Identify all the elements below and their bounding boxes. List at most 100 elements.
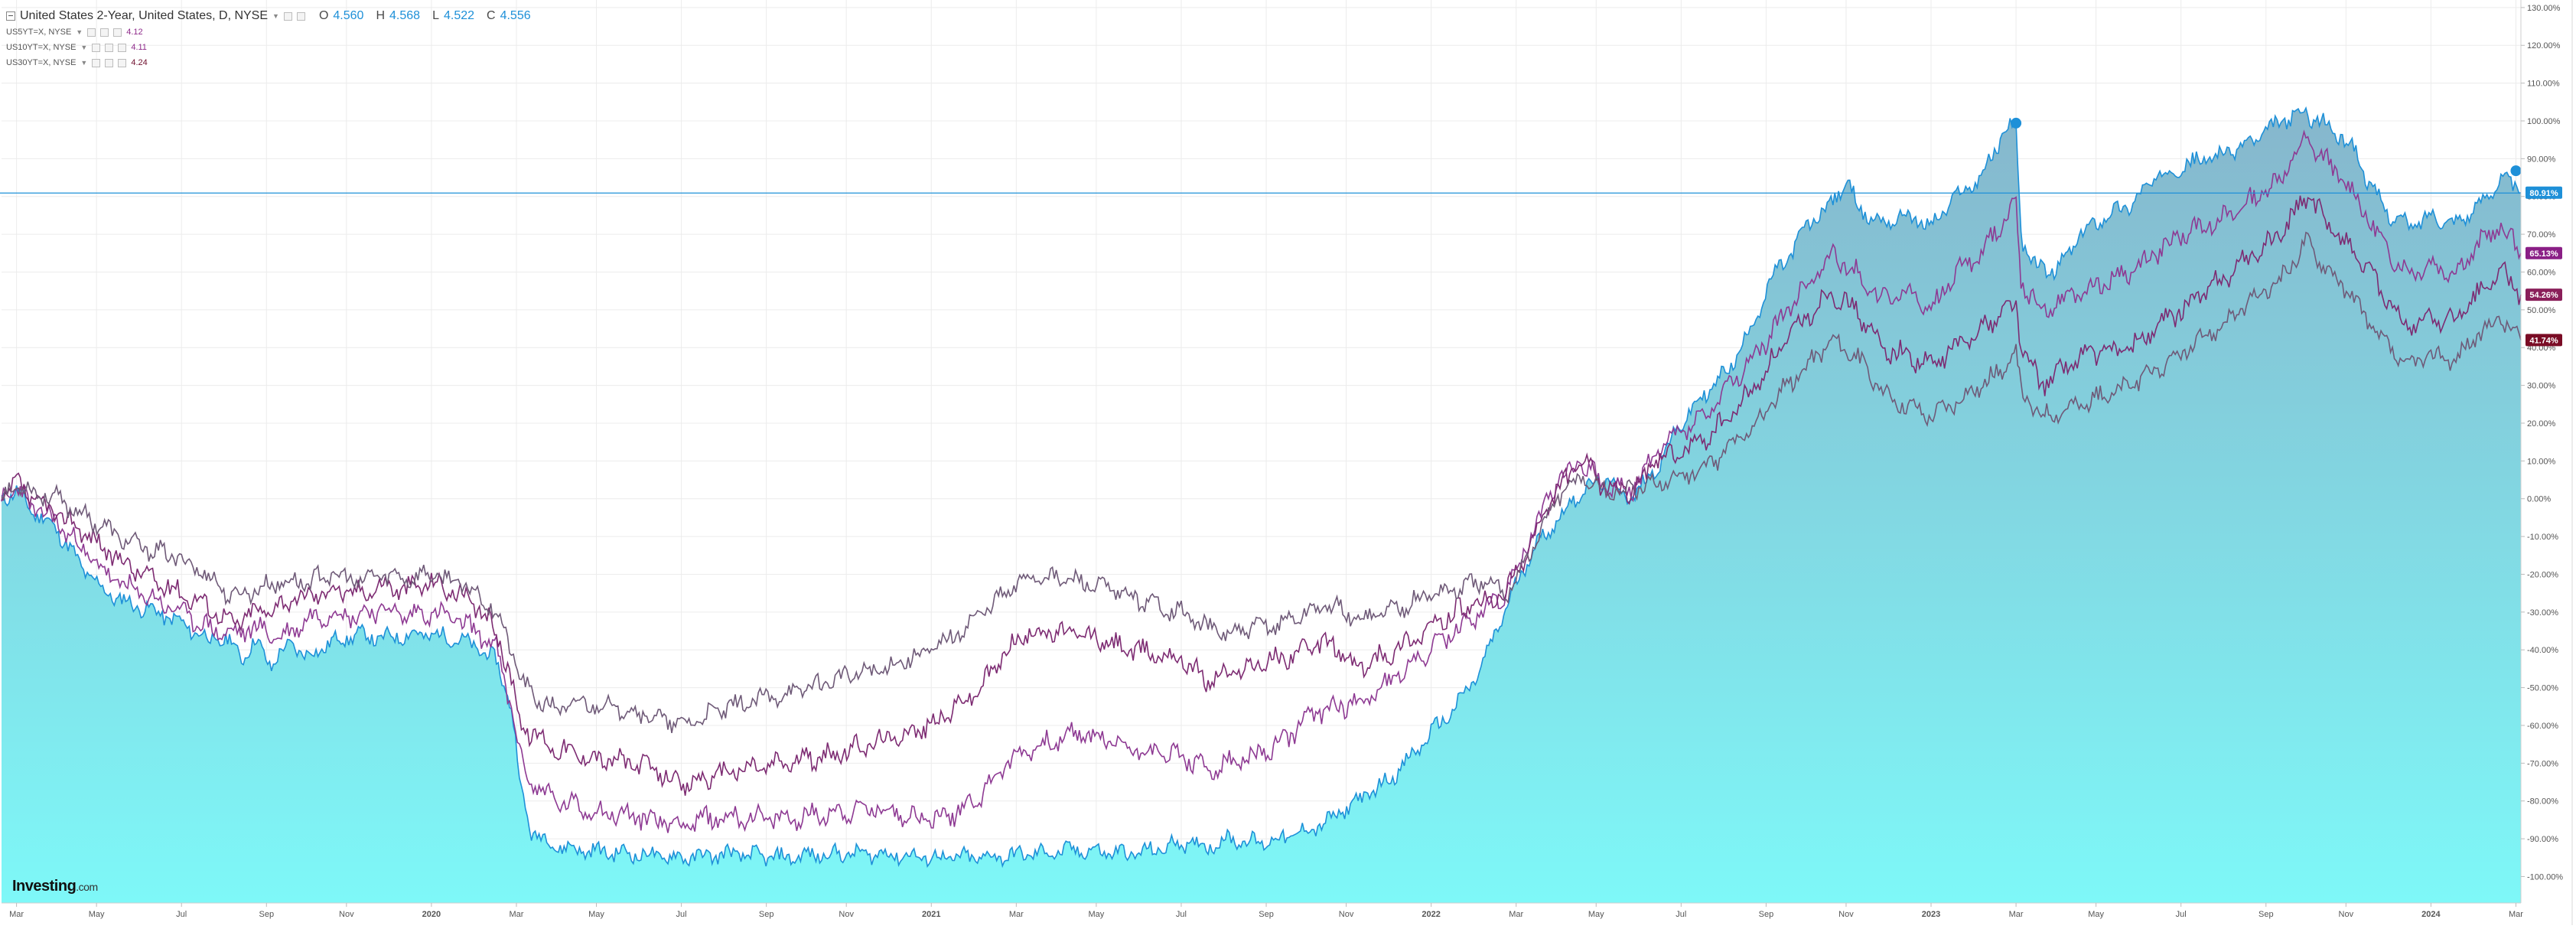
x-tick-label: Nov	[1838, 910, 1854, 919]
y-tick-label: -30.00%	[2527, 608, 2558, 618]
event-marker-icon	[2510, 165, 2522, 177]
x-tick-label: Sep	[2258, 910, 2274, 919]
x-tick-label: Mar	[2009, 910, 2024, 919]
price-badge-label-us10y: 54.26%	[2529, 291, 2558, 300]
x-tick-label: Nov	[1339, 910, 1354, 919]
series-line-us30y	[1, 231, 2522, 734]
x-tick-label: May	[1588, 910, 1604, 919]
x-tick-label: 2022	[1422, 910, 1440, 919]
y-tick-label: 30.00%	[2527, 382, 2556, 391]
comparison-value-us5y: 4.12	[126, 28, 143, 37]
ohlc-high-label: H	[376, 9, 386, 22]
x-tick-label: May	[2088, 910, 2104, 919]
y-tick-label: 120.00%	[2527, 41, 2561, 51]
y-tick-label: -100.00%	[2527, 872, 2563, 882]
x-tick-label: Sep	[759, 910, 774, 919]
comparison-value-us30y: 4.24	[131, 58, 148, 67]
x-tick-label: May	[588, 910, 604, 919]
close-icon[interactable]	[296, 11, 305, 21]
y-tick-label: -90.00%	[2527, 835, 2558, 844]
ohlc-open-value: 4.560	[333, 9, 364, 22]
legend-row-us30y: US30YT=X, NYSE ▼ 4.24	[6, 55, 539, 70]
y-tick-label: -40.00%	[2527, 646, 2558, 655]
y-tick-label: 50.00%	[2527, 306, 2556, 315]
x-tick-label: Sep	[1759, 910, 1774, 919]
settings-icon[interactable]	[105, 43, 114, 52]
x-tick-label: Nov	[339, 910, 354, 919]
overlay-layer	[0, 117, 2522, 194]
chevron-down-icon[interactable]: ▼	[76, 28, 83, 36]
price-badge-label-us2y: 80.91%	[2529, 189, 2558, 198]
y-tick-label: 20.00%	[2527, 419, 2556, 429]
y-tick-label: 10.00%	[2527, 457, 2556, 466]
x-tick-label: Jul	[1676, 910, 1686, 919]
eye-icon[interactable]	[87, 28, 96, 37]
y-tick-label: 70.00%	[2527, 230, 2556, 240]
x-tick-label: Sep	[1259, 910, 1274, 919]
chevron-down-icon[interactable]: ▼	[80, 44, 88, 51]
close-icon[interactable]	[118, 58, 127, 67]
series-line-us2y	[1, 106, 2522, 869]
close-icon[interactable]	[118, 43, 127, 52]
x-tick-label: Nov	[839, 910, 854, 919]
close-icon[interactable]	[113, 28, 122, 37]
y-tick-label: 0.00%	[2527, 495, 2551, 504]
ohlc-low-label: L	[432, 9, 439, 22]
comparison-symbol-us30y[interactable]: US30YT=X, NYSE	[6, 58, 77, 67]
series-line-us10y	[1, 195, 2522, 796]
series-area-us2y	[2, 108, 2521, 904]
investing-logo: Investing.com	[12, 878, 98, 895]
y-tick-label: -50.00%	[2527, 684, 2558, 693]
price-badge-us10y	[2526, 288, 2562, 302]
x-tick-label: Mar	[1509, 910, 1523, 919]
x-tick-label: 2021	[922, 910, 940, 919]
price-badge-us5y	[2526, 246, 2562, 259]
x-tick-label: Jul	[1176, 910, 1187, 919]
ohlc-open-label: O	[318, 9, 329, 22]
y-tick-label: -80.00%	[2527, 797, 2558, 807]
comparison-value-us10y: 4.11	[131, 43, 147, 52]
eye-icon[interactable]	[92, 58, 101, 67]
settings-icon[interactable]	[100, 28, 109, 37]
ohlc-low-value: 4.522	[443, 9, 475, 22]
y-tick-label: -20.00%	[2527, 570, 2558, 579]
x-tick-label: Nov	[2339, 910, 2354, 919]
y-tick-label: 130.00%	[2527, 4, 2561, 13]
ohlc-close-label: C	[487, 9, 496, 22]
x-tick-label: Mar	[1009, 910, 1024, 919]
chevron-down-icon[interactable]: ▼	[272, 12, 279, 20]
x-tick-label: 2024	[2421, 910, 2441, 919]
legend: United States 2-Year, United States, D, …	[6, 8, 539, 70]
x-tick-label: Mar	[2509, 910, 2523, 919]
settings-icon[interactable]	[283, 11, 292, 21]
y-tick-label: 110.00%	[2527, 80, 2560, 89]
x-tick-label: Sep	[259, 910, 274, 919]
y-tick-label: -60.00%	[2527, 722, 2558, 731]
price-badge-label-us5y: 65.13%	[2529, 249, 2558, 259]
ohlc-high-value: 4.568	[389, 9, 421, 22]
legend-row-us10y: US10YT=X, NYSE ▼ 4.11	[6, 40, 539, 55]
x-tick-label: Jul	[676, 910, 687, 919]
legend-row-us5y: US5YT=X, NYSE ▼ 4.12	[6, 24, 539, 40]
instrument-title[interactable]: United States 2-Year, United States, D, …	[20, 9, 269, 22]
comparison-symbol-us10y[interactable]: US10YT=X, NYSE	[6, 43, 77, 52]
x-tick-label: Mar	[509, 910, 523, 919]
y-tick-label: -10.00%	[2527, 533, 2558, 542]
price-badge-label-us30y: 41.74%	[2529, 336, 2558, 345]
chevron-down-icon[interactable]: ▼	[80, 59, 88, 67]
series-layer	[1, 106, 2522, 904]
legend-main-row: United States 2-Year, United States, D, …	[6, 8, 539, 24]
ohlc-close-value: 4.556	[500, 9, 531, 22]
collapse-legend-icon[interactable]	[6, 11, 15, 21]
y-tick-label: -70.00%	[2527, 759, 2558, 768]
event-marker-icon	[2011, 117, 2022, 129]
eye-icon[interactable]	[92, 43, 101, 52]
comparison-symbol-us5y[interactable]: US5YT=X, NYSE	[6, 28, 72, 37]
x-tick-label: May	[89, 910, 105, 919]
settings-icon[interactable]	[105, 58, 114, 67]
x-tick-label: 2020	[422, 910, 441, 919]
logo-main-text: Investing	[12, 878, 77, 895]
